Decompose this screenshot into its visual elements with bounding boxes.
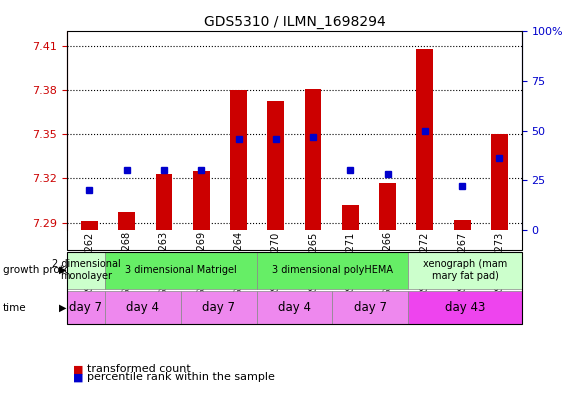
Text: 3 dimensional polyHEMA: 3 dimensional polyHEMA xyxy=(272,265,393,275)
Text: growth protocol: growth protocol xyxy=(3,265,85,275)
Title: GDS5310 / ILMN_1698294: GDS5310 / ILMN_1698294 xyxy=(203,15,385,29)
Bar xyxy=(379,183,396,230)
Text: 3 dimensional Matrigel: 3 dimensional Matrigel xyxy=(125,265,237,275)
Bar xyxy=(305,89,321,230)
Text: percentile rank within the sample: percentile rank within the sample xyxy=(87,372,275,382)
Text: ▶: ▶ xyxy=(59,265,66,275)
Text: time: time xyxy=(3,303,27,312)
Text: transformed count: transformed count xyxy=(87,364,191,375)
Bar xyxy=(193,171,210,230)
Bar xyxy=(230,90,247,230)
Bar xyxy=(156,174,173,230)
Bar xyxy=(81,221,98,230)
Bar xyxy=(416,49,433,230)
Text: day 7: day 7 xyxy=(69,301,103,314)
Text: day 4: day 4 xyxy=(127,301,159,314)
Bar xyxy=(454,220,470,230)
Text: day 4: day 4 xyxy=(278,301,311,314)
Text: day 7: day 7 xyxy=(202,301,235,314)
Text: ■: ■ xyxy=(73,364,83,375)
Text: ■: ■ xyxy=(73,372,83,382)
Bar xyxy=(491,134,508,230)
Text: day 7: day 7 xyxy=(354,301,387,314)
Text: xenograph (mam
mary fat pad): xenograph (mam mary fat pad) xyxy=(423,259,507,281)
Text: 2 dimensional
monolayer: 2 dimensional monolayer xyxy=(52,259,120,281)
Bar xyxy=(268,101,284,230)
Text: ▶: ▶ xyxy=(59,303,66,312)
Text: day 43: day 43 xyxy=(445,301,485,314)
Bar xyxy=(342,205,359,230)
Bar xyxy=(118,212,135,230)
